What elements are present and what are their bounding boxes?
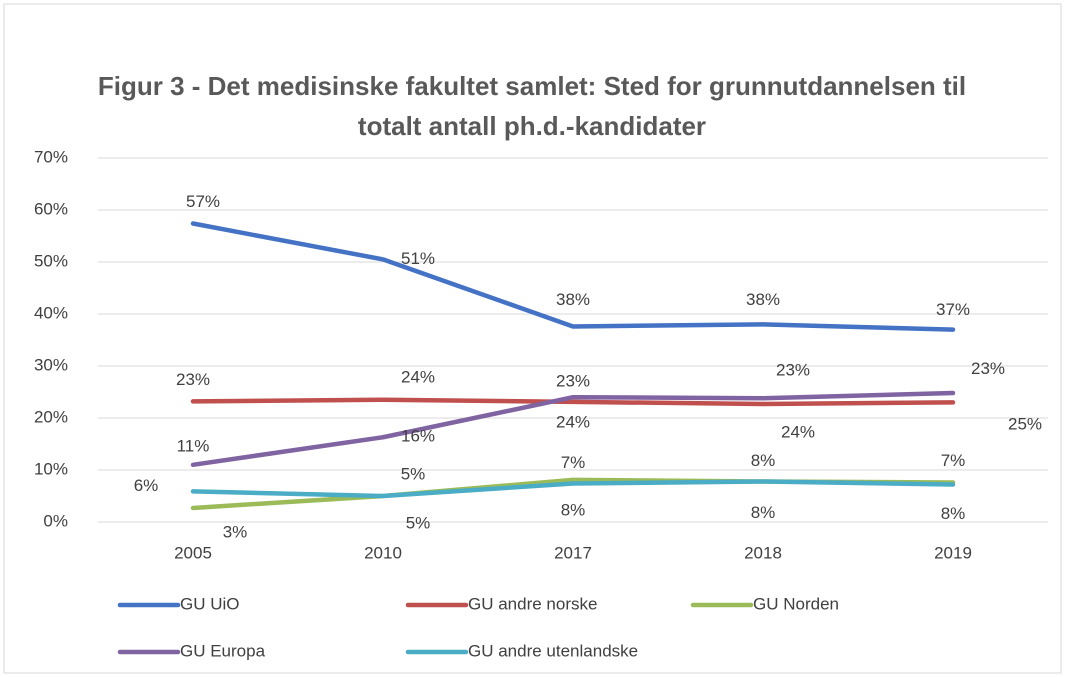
x-tick-label: 2018 bbox=[744, 543, 782, 562]
legend-label: GU Norden bbox=[753, 594, 839, 613]
x-tick-label: 2017 bbox=[554, 543, 592, 562]
data-label: 24% bbox=[556, 413, 590, 432]
data-label: 23% bbox=[776, 360, 810, 379]
data-label: 8% bbox=[941, 504, 966, 523]
x-tick-label: 2005 bbox=[174, 543, 212, 562]
y-tick-label: 40% bbox=[34, 303, 68, 322]
data-label: 38% bbox=[746, 290, 780, 309]
data-label: 23% bbox=[556, 371, 590, 390]
series-line bbox=[190, 479, 956, 499]
data-label: 24% bbox=[401, 367, 435, 386]
data-label: 51% bbox=[401, 249, 435, 268]
data-label: 23% bbox=[176, 370, 210, 389]
y-tick-label: 70% bbox=[34, 147, 68, 166]
series-line bbox=[190, 397, 956, 407]
data-label: 23% bbox=[971, 359, 1005, 378]
data-label: 3% bbox=[223, 522, 248, 541]
x-tick-label: 2019 bbox=[934, 543, 972, 562]
y-tick-label: 50% bbox=[34, 251, 68, 270]
data-label: 5% bbox=[401, 464, 426, 483]
data-label: 7% bbox=[941, 451, 966, 470]
series-line bbox=[190, 221, 956, 332]
data-label: 24% bbox=[781, 423, 815, 442]
data-label: 6% bbox=[134, 476, 159, 495]
y-tick-label: 10% bbox=[34, 459, 68, 478]
data-label: 25% bbox=[1008, 415, 1042, 434]
data-label: 7% bbox=[561, 453, 586, 472]
data-label: 8% bbox=[751, 451, 776, 470]
y-tick-label: 0% bbox=[43, 511, 68, 530]
legend-label: GU andre norske bbox=[468, 594, 597, 613]
data-label: 5% bbox=[406, 513, 431, 532]
chart-title: Figur 3 - Det medisinske fakultet samlet… bbox=[97, 71, 967, 141]
legend-label: GU Europa bbox=[180, 641, 266, 660]
x-tick-label: 2010 bbox=[364, 543, 402, 562]
series-line bbox=[190, 390, 956, 468]
legend-label: GU UiO bbox=[180, 594, 240, 613]
legend-label: GU andre utenlandske bbox=[468, 641, 638, 660]
data-label: 57% bbox=[186, 192, 220, 211]
data-label: 37% bbox=[936, 300, 970, 319]
y-tick-label: 30% bbox=[34, 355, 68, 374]
data-label: 16% bbox=[401, 427, 435, 446]
data-label: 8% bbox=[561, 500, 586, 519]
data-label: 38% bbox=[556, 290, 590, 309]
y-tick-label: 60% bbox=[34, 199, 68, 218]
chart-border bbox=[3, 3, 1062, 674]
data-label: 8% bbox=[751, 503, 776, 522]
y-tick-label: 20% bbox=[34, 407, 68, 426]
data-label: 11% bbox=[177, 436, 210, 455]
